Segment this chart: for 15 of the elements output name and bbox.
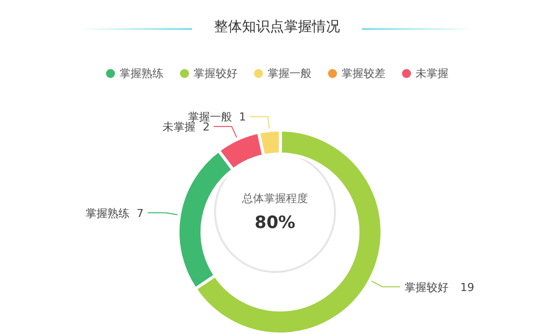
legend-label: 掌握一般	[268, 66, 312, 81]
data-label: 1	[238, 110, 246, 124]
data-label: 7	[136, 206, 144, 220]
text: 80%	[254, 213, 296, 233]
chart-title: 整体知识点掌握情况	[213, 18, 341, 36]
text: 总体掌握程度	[241, 192, 308, 205]
legend-label: 掌握较好	[194, 66, 238, 81]
slice-label: 掌握熟练	[86, 206, 130, 220]
legend-label: 未掌握	[416, 66, 448, 81]
data-label: 2	[202, 120, 210, 134]
slice-label: 掌握较好	[404, 280, 448, 294]
legend-label: 掌握熟练	[120, 66, 164, 81]
data-label: 19	[460, 280, 474, 294]
slice-label: 未掌握	[162, 120, 196, 134]
legend-label: 掌握较差	[342, 66, 386, 81]
